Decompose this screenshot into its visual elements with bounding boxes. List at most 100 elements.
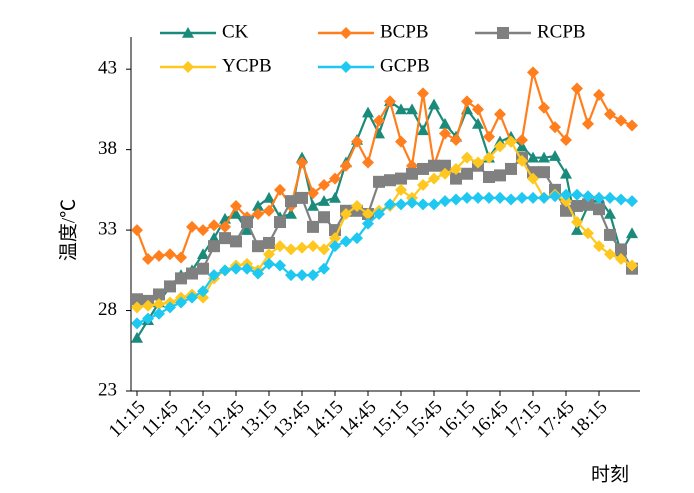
data-point: [373, 114, 385, 127]
data-point: [439, 117, 451, 129]
data-point: [461, 151, 473, 164]
data-point: [472, 156, 484, 169]
x-axis-label: 时刻: [591, 463, 629, 485]
data-point: [417, 198, 429, 211]
data-point: [593, 240, 605, 253]
data-point: [252, 240, 264, 253]
data-point: [131, 301, 143, 314]
data-point: [417, 87, 429, 100]
data-point: [362, 217, 374, 230]
data-point: [131, 293, 143, 306]
data-point: [626, 119, 638, 132]
data-point: [505, 135, 517, 148]
x-tick-label: 13:45: [269, 397, 314, 442]
data-point: [164, 248, 176, 261]
data-point: [274, 216, 286, 229]
data-point: [560, 195, 572, 208]
y-axis-label: 温度/℃: [57, 199, 79, 261]
data-point: [604, 191, 616, 204]
data-point: [318, 211, 330, 224]
x-tick-label: 17:15: [500, 397, 545, 442]
data-point: [450, 193, 462, 206]
data-point: [582, 198, 594, 211]
data-point: [428, 172, 440, 185]
data-point: [494, 140, 506, 153]
data-point: [626, 259, 638, 272]
data-point: [197, 262, 209, 275]
data-point: [483, 191, 495, 204]
data-point: [626, 195, 638, 208]
y-tick-label: 23: [98, 379, 117, 400]
y-tick-label: 38: [98, 138, 117, 159]
data-point: [483, 130, 495, 143]
data-point: [307, 220, 319, 233]
x-tick-label: 15:15: [368, 397, 413, 442]
data-point: [527, 66, 539, 79]
data-point: [351, 199, 363, 212]
data-point: [549, 150, 561, 161]
data-point: [230, 208, 242, 219]
data-point: [439, 127, 451, 140]
data-point: [461, 167, 473, 180]
data-point: [505, 162, 517, 175]
data-point: [439, 195, 451, 208]
data-point: [439, 159, 451, 172]
legend-label: YCPB: [222, 55, 272, 76]
data-point: [318, 243, 330, 256]
data-point: [241, 262, 253, 275]
x-tick-label: 12:15: [170, 397, 215, 442]
data-point: [439, 167, 451, 180]
legend-marker: [497, 27, 509, 39]
data-point: [571, 188, 583, 201]
data-point: [527, 191, 539, 204]
legend-marker: [182, 61, 194, 73]
data-point: [351, 232, 363, 245]
x-tick-label: 11:15: [105, 397, 150, 442]
data-point: [340, 159, 352, 172]
data-point: [340, 208, 352, 220]
legend-marker: [340, 61, 352, 73]
data-point: [219, 232, 231, 245]
data-point: [373, 208, 385, 220]
data-point: [153, 298, 165, 311]
series-line: [136, 99, 633, 339]
data-point: [604, 248, 616, 261]
legend-marker: [340, 27, 352, 39]
data-point: [593, 203, 605, 216]
data-point: [472, 191, 484, 204]
data-point: [230, 262, 242, 275]
data-point: [263, 191, 275, 203]
data-point: [263, 248, 275, 261]
data-point: [329, 240, 341, 253]
data-point: [571, 199, 583, 212]
data-point: [516, 154, 528, 167]
data-point: [604, 108, 616, 121]
data-point: [395, 198, 407, 211]
data-point: [329, 191, 341, 203]
data-point: [307, 269, 319, 282]
data-point: [296, 269, 308, 282]
data-point: [329, 172, 341, 185]
data-point: [406, 103, 418, 115]
data-point: [131, 224, 143, 237]
data-point: [406, 196, 418, 209]
data-point: [142, 253, 154, 266]
x-tick-label: 14:15: [302, 397, 347, 442]
data-point: [252, 199, 264, 211]
data-point: [615, 193, 627, 206]
data-point: [450, 133, 462, 146]
data-point: [263, 204, 275, 217]
data-point: [428, 198, 440, 211]
data-point: [153, 307, 165, 320]
data-point: [406, 167, 418, 180]
data-point: [626, 227, 638, 239]
data-point: [263, 257, 275, 270]
data-point: [593, 88, 605, 101]
x-tick-label: 14:45: [335, 397, 380, 442]
data-point: [329, 232, 341, 245]
data-point: [197, 248, 209, 260]
x-tick-label: 13:15: [236, 397, 281, 442]
data-point: [241, 216, 253, 229]
data-point: [153, 288, 165, 301]
